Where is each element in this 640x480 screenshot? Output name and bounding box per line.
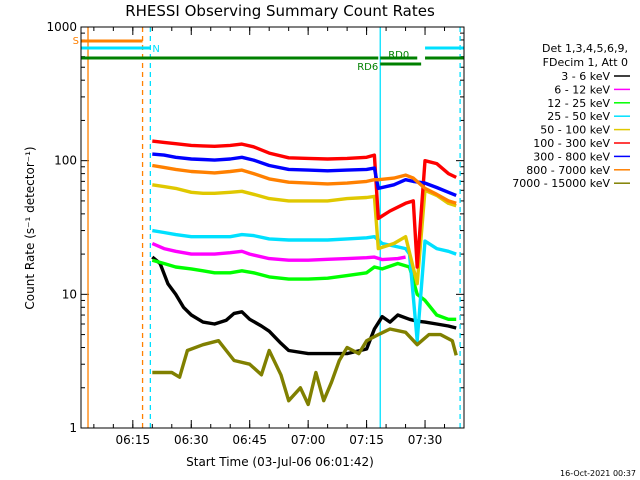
x-tick-label: 06:15: [116, 433, 151, 447]
legend-entry-label: 12 - 25 keV: [547, 97, 610, 110]
y-tick-label: 1000: [46, 20, 77, 34]
series-line: [152, 327, 458, 407]
series-line: [151, 255, 457, 356]
series-line: [152, 163, 457, 205]
x-tick-label: 06:45: [232, 433, 267, 447]
series-line: [152, 228, 457, 343]
plot-frame: [80, 26, 465, 429]
series-line: [151, 258, 457, 321]
flag-bar-label: S: [73, 36, 79, 47]
series-line: [152, 183, 457, 286]
series-line: [152, 139, 457, 269]
legend-entry-label: 6 - 12 keV: [554, 83, 610, 96]
x-tick-label: 07:00: [291, 433, 326, 447]
legend-entry-label: 7000 - 15000 keV: [512, 177, 610, 190]
legend-entry-label: 25 - 50 keV: [547, 110, 610, 123]
y-axis-label: Count Rate (s⁻¹ detector⁻¹): [23, 146, 37, 309]
legend-entry-label: 300 - 800 keV: [533, 150, 610, 163]
legend-entry-label: 3 - 6 keV: [561, 70, 610, 83]
y-tick-label: 1: [69, 421, 77, 435]
chart-title: RHESSI Observing Summary Count Rates: [125, 2, 435, 20]
flag-bar-label: N: [152, 44, 159, 55]
y-tick-label: 10: [62, 287, 77, 301]
legend-entry-label: 100 - 300 keV: [533, 137, 610, 150]
flag-bar-label: RD6: [357, 62, 378, 73]
series-line: [151, 241, 406, 262]
legend-header-line-2: FDecim 1, Att 0: [543, 56, 628, 69]
legend-header-line-1: Det 1,3,4,5,6,9,: [542, 42, 628, 55]
plot-area: 1 10 100 1000 06:15 06:30 06:45 07:00 07:15 07:30…: [46, 20, 465, 447]
footer-date: 16-Oct-2021 00:37: [560, 469, 636, 478]
flag-bar-label: RD0: [388, 50, 409, 61]
x-tick-label: 07:30: [408, 433, 443, 447]
legend: Det 1,3,4,5,6,9, FDecim 1, Att 0 3 - 6 k…: [512, 42, 630, 190]
legend-entry-label: 800 - 7000 keV: [526, 164, 610, 177]
x-tick-label: 06:30: [174, 433, 209, 447]
x-tick-label: 07:15: [349, 433, 384, 447]
legend-entry-label: 50 - 100 keV: [540, 124, 610, 137]
y-tick-label: 100: [54, 154, 77, 168]
x-axis-label: Start Time (03-Jul-06 06:01:42): [186, 455, 374, 469]
